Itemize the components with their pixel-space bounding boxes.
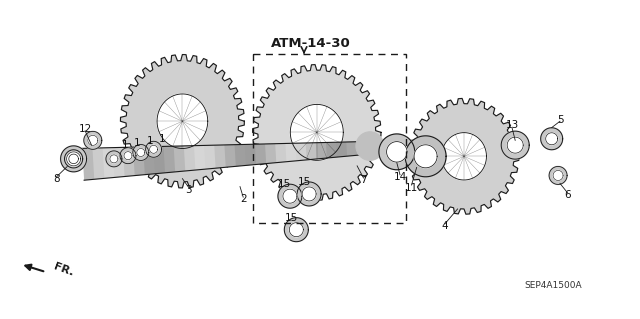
Text: 15: 15 bbox=[285, 213, 298, 223]
Polygon shape bbox=[253, 65, 381, 200]
Polygon shape bbox=[113, 147, 130, 177]
Polygon shape bbox=[146, 141, 161, 157]
Polygon shape bbox=[92, 148, 109, 179]
Polygon shape bbox=[501, 131, 529, 159]
Polygon shape bbox=[546, 133, 557, 145]
Text: 2: 2 bbox=[240, 194, 246, 204]
Polygon shape bbox=[65, 150, 83, 168]
Text: 12: 12 bbox=[79, 124, 92, 134]
Polygon shape bbox=[379, 134, 415, 170]
Polygon shape bbox=[120, 148, 136, 164]
Polygon shape bbox=[296, 143, 312, 161]
Text: 4: 4 bbox=[442, 221, 448, 232]
Polygon shape bbox=[204, 145, 221, 169]
Text: ATM-14-30: ATM-14-30 bbox=[271, 37, 350, 49]
Bar bbox=[253, 54, 406, 223]
Text: 14: 14 bbox=[394, 172, 406, 182]
Polygon shape bbox=[553, 170, 563, 181]
Polygon shape bbox=[84, 131, 102, 149]
Polygon shape bbox=[173, 146, 190, 172]
Polygon shape bbox=[106, 151, 122, 167]
Polygon shape bbox=[154, 146, 170, 174]
Polygon shape bbox=[235, 144, 251, 166]
Text: SEP4A1500A: SEP4A1500A bbox=[525, 281, 582, 290]
Text: 11: 11 bbox=[405, 182, 418, 193]
Polygon shape bbox=[442, 133, 486, 180]
Polygon shape bbox=[214, 145, 231, 168]
Text: 1: 1 bbox=[134, 138, 141, 148]
Polygon shape bbox=[405, 136, 446, 177]
Polygon shape bbox=[283, 189, 297, 203]
Polygon shape bbox=[346, 142, 362, 156]
Text: 8: 8 bbox=[53, 174, 60, 184]
Polygon shape bbox=[133, 145, 149, 160]
Polygon shape bbox=[69, 154, 78, 164]
Polygon shape bbox=[549, 167, 567, 184]
Polygon shape bbox=[120, 55, 244, 188]
Polygon shape bbox=[387, 142, 407, 162]
Polygon shape bbox=[244, 144, 261, 166]
Polygon shape bbox=[67, 152, 81, 166]
Polygon shape bbox=[88, 135, 98, 145]
Polygon shape bbox=[163, 146, 180, 173]
Polygon shape bbox=[291, 104, 343, 160]
Polygon shape bbox=[194, 145, 211, 170]
Polygon shape bbox=[184, 145, 200, 171]
Polygon shape bbox=[541, 128, 563, 150]
Polygon shape bbox=[157, 94, 208, 148]
Text: 13: 13 bbox=[506, 120, 518, 130]
Text: FR.: FR. bbox=[52, 261, 75, 278]
Polygon shape bbox=[137, 148, 145, 157]
Text: 5: 5 bbox=[557, 115, 563, 125]
Polygon shape bbox=[316, 142, 332, 159]
Polygon shape bbox=[377, 141, 388, 153]
Polygon shape bbox=[508, 137, 524, 153]
Text: 1: 1 bbox=[147, 136, 154, 146]
Polygon shape bbox=[133, 147, 150, 175]
Ellipse shape bbox=[356, 132, 384, 160]
Text: 15: 15 bbox=[298, 177, 310, 187]
Polygon shape bbox=[302, 187, 316, 201]
Text: 3: 3 bbox=[186, 185, 192, 195]
Polygon shape bbox=[83, 148, 99, 180]
Polygon shape bbox=[124, 152, 132, 160]
Polygon shape bbox=[102, 147, 120, 178]
Polygon shape bbox=[265, 144, 282, 164]
Polygon shape bbox=[278, 184, 302, 208]
Polygon shape bbox=[143, 146, 160, 175]
Polygon shape bbox=[326, 142, 342, 158]
Text: 15: 15 bbox=[278, 179, 291, 189]
Polygon shape bbox=[284, 218, 308, 242]
Polygon shape bbox=[306, 143, 322, 160]
Text: 7: 7 bbox=[360, 175, 367, 185]
Polygon shape bbox=[61, 146, 86, 172]
Polygon shape bbox=[123, 147, 140, 176]
Polygon shape bbox=[409, 99, 519, 214]
Polygon shape bbox=[336, 142, 352, 157]
Text: 1: 1 bbox=[159, 134, 165, 145]
Polygon shape bbox=[150, 145, 157, 153]
Polygon shape bbox=[356, 141, 372, 155]
Polygon shape bbox=[110, 155, 118, 163]
Polygon shape bbox=[285, 143, 301, 162]
Polygon shape bbox=[414, 145, 437, 168]
Polygon shape bbox=[275, 143, 291, 163]
Polygon shape bbox=[255, 144, 271, 165]
Polygon shape bbox=[297, 182, 321, 206]
Text: 1: 1 bbox=[122, 140, 128, 150]
Polygon shape bbox=[225, 145, 241, 167]
Polygon shape bbox=[289, 223, 303, 237]
Polygon shape bbox=[367, 141, 383, 154]
Text: 6: 6 bbox=[564, 190, 571, 200]
